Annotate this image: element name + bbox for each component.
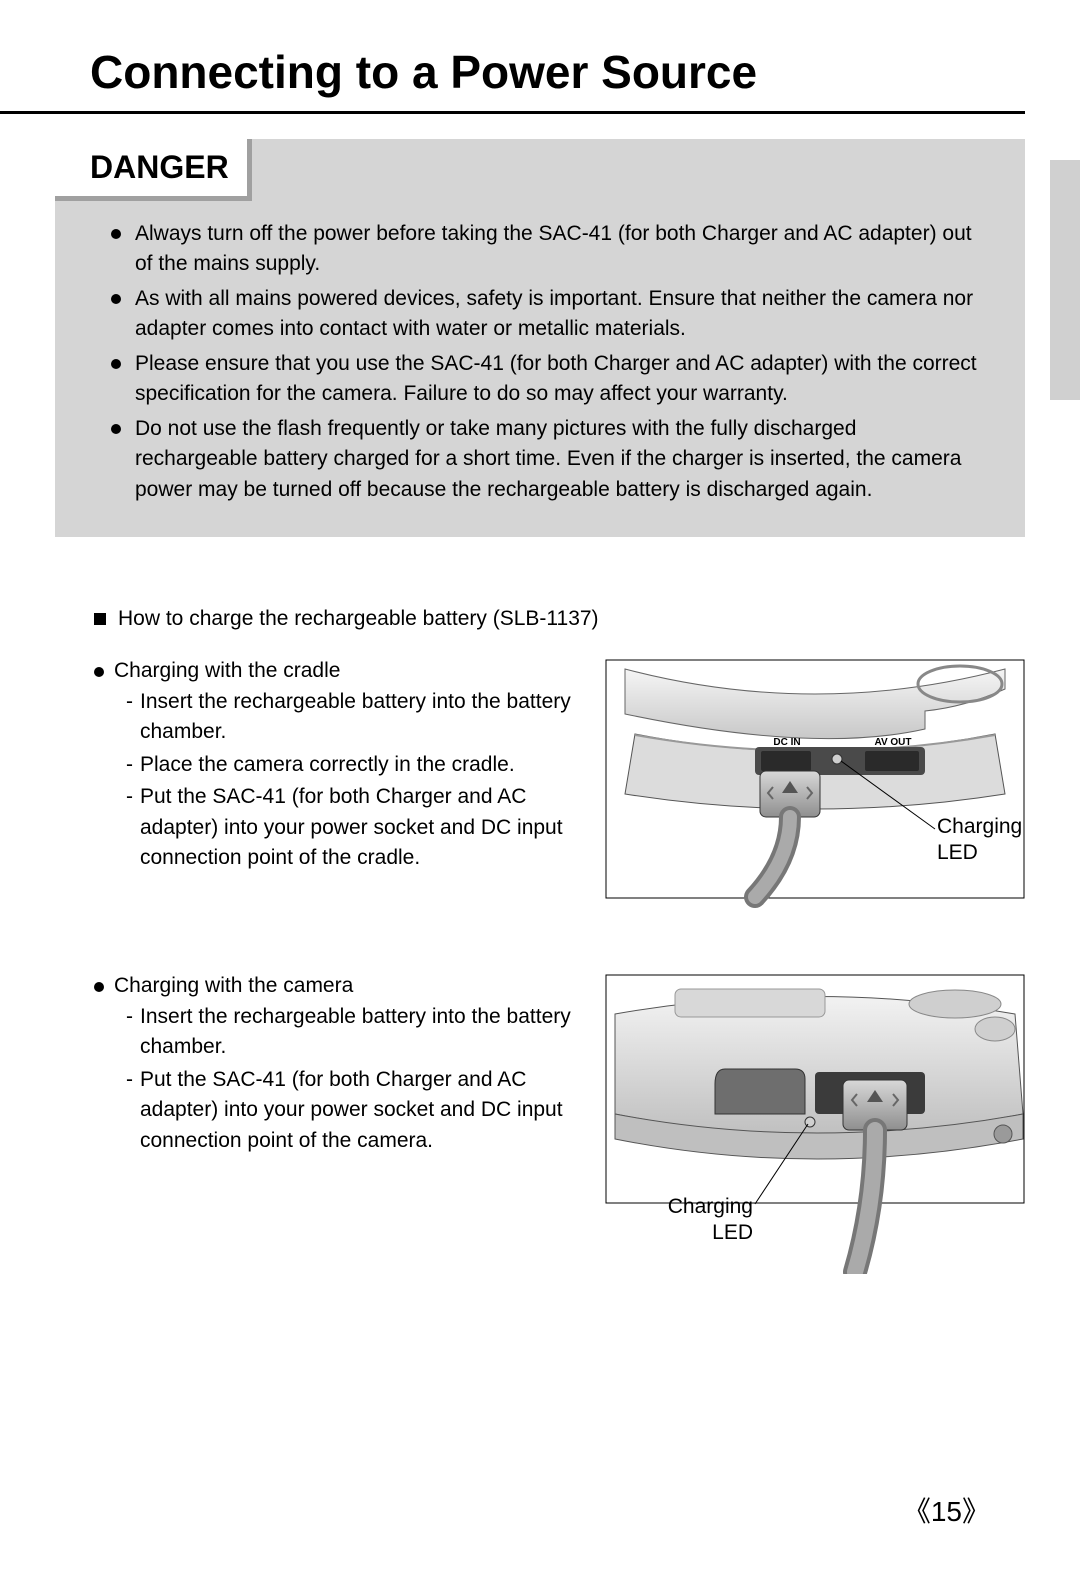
figure-label: ChargingLED (937, 814, 1022, 867)
camera-figure: ChargingLED (605, 974, 1025, 1274)
cradle-figure: DC IN AV OUT ChargingLED (605, 659, 1025, 919)
danger-item: As with all mains powered devices, safet… (115, 284, 980, 345)
step-item: Put the SAC-41 (for both Charger and AC … (126, 782, 585, 873)
step-item: Insert the rechargeable battery into the… (126, 687, 585, 748)
port-label-dcin: DC IN (773, 737, 800, 748)
charging-camera-block: Charging with the camera Insert the rech… (90, 974, 1025, 1274)
charging-cradle-block: Charging with the cradle Insert the rech… (90, 659, 1025, 919)
cradle-steps: Insert the rechargeable battery into the… (90, 687, 585, 874)
danger-item: Please ensure that you use the SAC-41 (f… (115, 349, 980, 410)
charging-cradle-title: Charging with the cradle (90, 659, 585, 683)
section-tab (1050, 160, 1080, 400)
step-item: Put the SAC-41 (for both Charger and AC … (126, 1065, 585, 1156)
charging-camera-title: Charging with the camera (90, 974, 585, 998)
danger-heading: DANGER (55, 139, 252, 201)
danger-item: Do not use the flash frequently or take … (115, 414, 980, 505)
page-title: Connecting to a Power Source (0, 0, 1025, 114)
page-number: 《15》 (903, 1490, 990, 1530)
charging-camera-text: Charging with the camera Insert the rech… (90, 974, 585, 1274)
howto-section: How to charge the rechargeable battery (… (90, 607, 1025, 1274)
step-item: Place the camera correctly in the cradle… (126, 750, 585, 780)
danger-box: DANGER Always turn off the power before … (55, 139, 1025, 537)
danger-list: Always turn off the power before taking … (55, 219, 1025, 505)
figure-label: ChargingLED (663, 1194, 753, 1247)
danger-item: Always turn off the power before taking … (115, 219, 980, 280)
charging-cradle-text: Charging with the cradle Insert the rech… (90, 659, 585, 919)
step-item: Insert the rechargeable battery into the… (126, 1002, 585, 1063)
port-label-avout: AV OUT (874, 737, 911, 748)
howto-heading: How to charge the rechargeable battery (… (90, 607, 1025, 631)
camera-steps: Insert the rechargeable battery into the… (90, 1002, 585, 1156)
